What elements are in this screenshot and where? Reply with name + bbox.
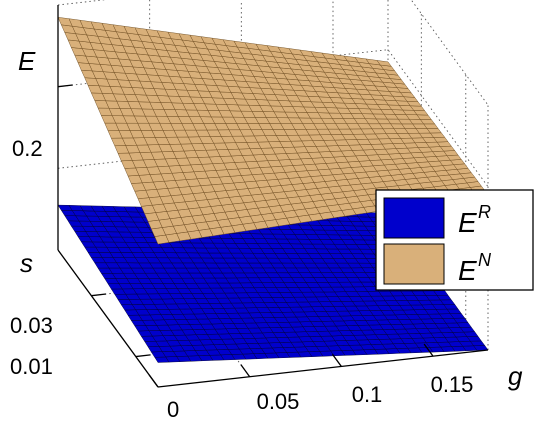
g-tick-mark-1	[240, 364, 251, 378]
e-axis-label: E	[18, 46, 36, 76]
legend-label-en-base: E	[458, 255, 477, 286]
g-tick-label-0: 0	[167, 397, 179, 422]
s-tick-mark-0	[135, 354, 151, 358]
g-tick-label-2: 0.1	[352, 382, 383, 407]
s-tick-mark-1	[91, 293, 107, 297]
legend-swatch-er	[383, 197, 445, 239]
legend-label-er-base: E	[458, 207, 477, 238]
surfaces	[57, 17, 489, 363]
s-axis-line	[57, 249, 159, 388]
s-tick-label-1: 0.03	[10, 313, 53, 338]
s-axis-label: s	[20, 248, 33, 278]
surface-cell	[376, 60, 392, 67]
axes	[57, 5, 489, 388]
legend: E R E N	[375, 189, 534, 291]
e-tick-mark-0	[57, 84, 73, 88]
legend-swatch-en	[383, 243, 445, 285]
surface-r	[57, 204, 489, 363]
legend-label-en-sup: N	[478, 250, 492, 270]
g-axis-label: g	[508, 361, 523, 391]
e-tick-label-0: 0.2	[12, 136, 43, 161]
g-tick-label-3: 0.15	[431, 372, 474, 397]
g-tick-label-1: 0.05	[257, 389, 300, 414]
g-tick-mark-0	[148, 374, 159, 388]
legend-label-er-sup: R	[478, 202, 491, 222]
box-edge-0	[57, 0, 107, 6]
s-tick-label-0: 0.01	[10, 354, 53, 379]
g-tick-mark-3	[423, 343, 434, 357]
surface-n	[57, 17, 489, 245]
g-tick-mark-2	[331, 353, 342, 367]
